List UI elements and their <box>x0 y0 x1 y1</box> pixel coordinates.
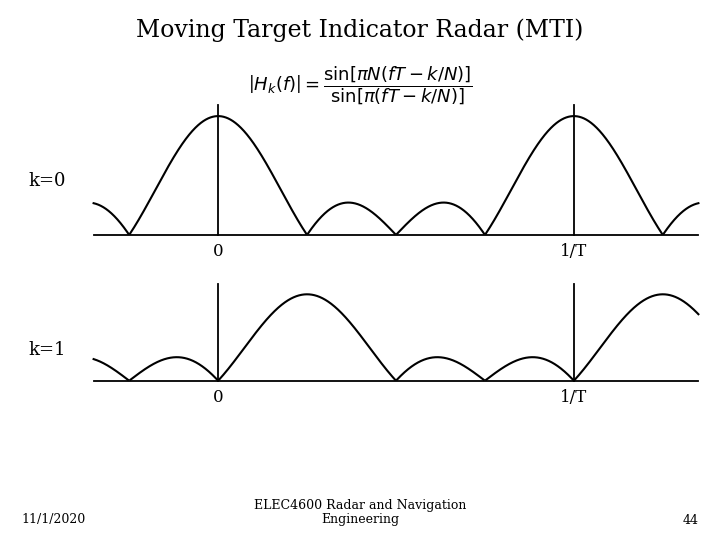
Text: 0: 0 <box>213 389 223 406</box>
Text: ELEC4600 Radar and Navigation
Engineering: ELEC4600 Radar and Navigation Engineerin… <box>254 498 466 526</box>
Text: 44: 44 <box>683 514 698 526</box>
Text: k=1: k=1 <box>29 341 66 360</box>
Text: k=0: k=0 <box>29 172 66 191</box>
Text: 0: 0 <box>213 243 223 260</box>
Text: $\left|H_k(f)\right| = \dfrac{\sin\!\left[\pi N(fT - k/N)\right]}{\sin\!\left[\p: $\left|H_k(f)\right| = \dfrac{\sin\!\lef… <box>248 65 472 107</box>
Text: 1/T: 1/T <box>560 243 588 260</box>
Text: 11/1/2020: 11/1/2020 <box>22 514 86 526</box>
Text: Moving Target Indicator Radar (MTI): Moving Target Indicator Radar (MTI) <box>136 19 584 43</box>
Text: 1/T: 1/T <box>560 389 588 406</box>
